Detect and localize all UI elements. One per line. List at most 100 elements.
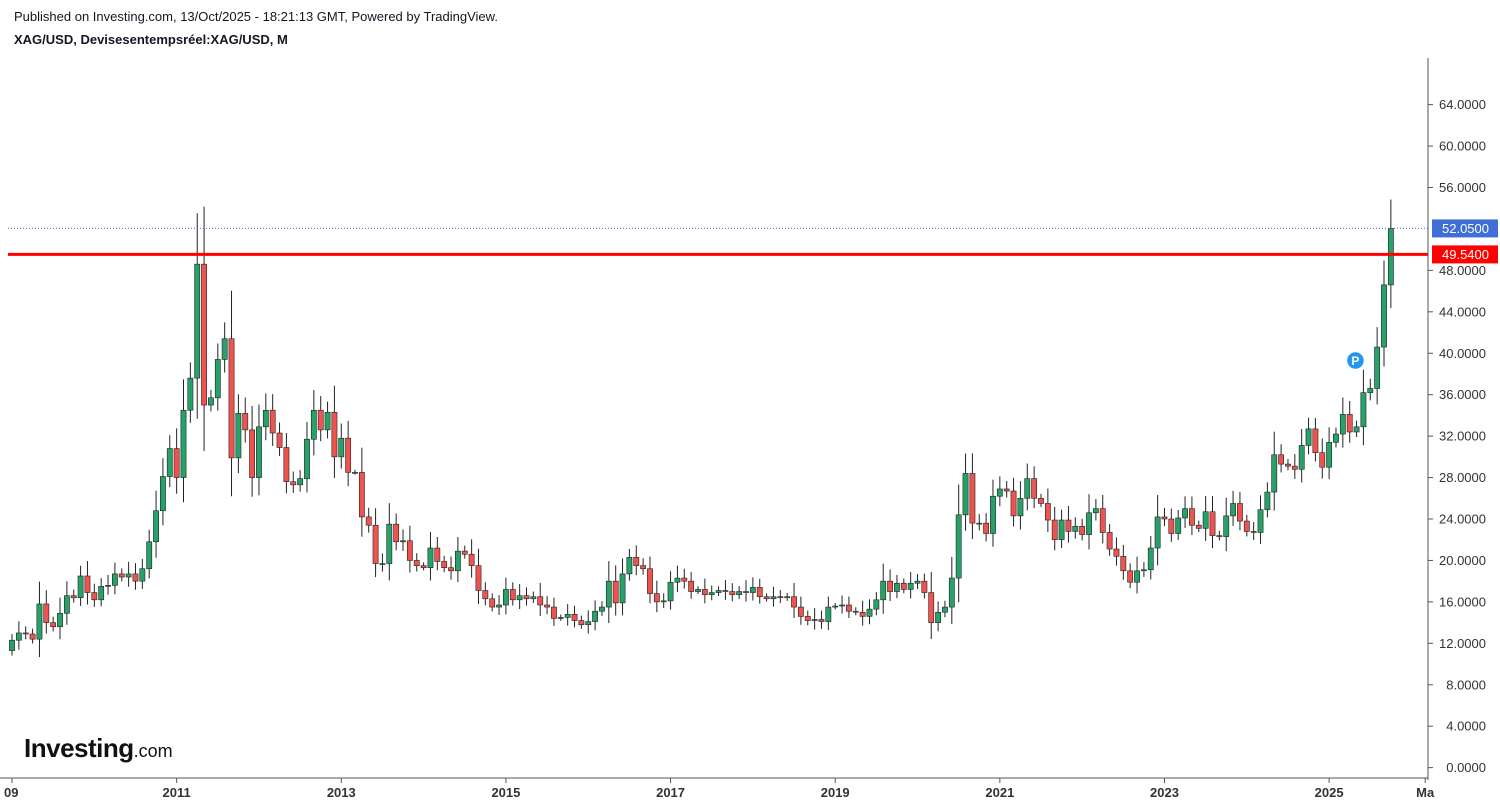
candle-body-down: [468, 553, 475, 566]
candle-body-down: [283, 447, 290, 483]
candle-body-up: [166, 448, 173, 477]
candle-body-down: [249, 429, 255, 478]
candle-body-up: [1353, 426, 1360, 433]
candle-body-up: [592, 610, 598, 622]
candle: [1079, 518, 1086, 541]
y-tick-label: 44.0000: [1439, 304, 1486, 319]
candle-body-down: [887, 580, 893, 592]
candle-body-up: [530, 596, 537, 600]
candle: [935, 601, 941, 632]
candle-body-down: [50, 622, 57, 628]
candle-body-down: [43, 603, 50, 623]
candle-body-down: [1051, 519, 1058, 541]
current-price-badge-bg: [1432, 219, 1498, 238]
y-tick-label: 48.0000: [1439, 263, 1486, 278]
candle: [585, 610, 592, 634]
candle-body-up: [599, 606, 605, 612]
logo-text: Investing: [24, 733, 134, 763]
candle-body-down: [647, 568, 653, 594]
resistance-badge-bg: [1432, 245, 1498, 264]
candle-body-up: [1147, 547, 1154, 571]
candle: [489, 593, 496, 612]
candle-body-down: [900, 582, 907, 590]
candle: [804, 610, 811, 626]
candle-body-up: [105, 585, 111, 587]
candle: [1374, 327, 1381, 405]
candle: [310, 390, 317, 456]
candle-body-down: [1291, 465, 1298, 470]
candle: [852, 607, 859, 616]
candle-body-down: [22, 632, 29, 635]
candle: [653, 580, 660, 613]
candle-body-up: [160, 476, 166, 512]
candle: [530, 591, 537, 603]
candle-body-down: [571, 614, 578, 621]
candle-body-up: [454, 550, 461, 572]
candle-body-up: [914, 580, 921, 584]
pattern-marker-label: P: [1351, 354, 1359, 368]
candle: [503, 577, 509, 615]
candle: [448, 556, 454, 580]
candle-body-up: [386, 523, 393, 564]
candle: [729, 583, 736, 602]
candle: [180, 379, 187, 503]
candle-body-up: [770, 596, 777, 600]
candle-body-down: [91, 592, 98, 601]
candle-body-up: [1257, 509, 1264, 533]
candle-body-up: [564, 614, 571, 618]
candle: [976, 514, 983, 531]
candle: [578, 615, 585, 629]
candle: [571, 605, 578, 628]
candle-body-up: [667, 581, 674, 602]
candle: [825, 596, 832, 630]
pattern-marker-circle: [1345, 350, 1366, 371]
candle-body-up: [1092, 508, 1099, 514]
y-tick-label: 64.0000: [1439, 97, 1486, 112]
candle: [770, 586, 777, 607]
candle: [1243, 514, 1250, 537]
candle: [1092, 499, 1099, 521]
pattern-marker[interactable]: P: [1345, 350, 1366, 371]
candle: [1120, 544, 1127, 580]
candle-body-up: [1086, 512, 1092, 535]
candle: [736, 585, 743, 600]
candle: [317, 396, 324, 442]
candle: [1161, 508, 1168, 527]
candle: [894, 574, 900, 599]
candle: [880, 563, 887, 614]
candle-body-down: [763, 596, 770, 600]
candle-body-up: [304, 438, 310, 479]
candle: [832, 603, 839, 610]
candle: [1339, 397, 1346, 448]
x-tick-label: 2013: [327, 785, 356, 800]
candle-body-down: [1127, 570, 1134, 583]
candle-body-up: [63, 595, 70, 614]
symbol-title: XAG/USD, Devisesentempsréel:XAG/USD, M: [14, 32, 288, 47]
candle-body-up: [379, 563, 386, 565]
candle: [996, 476, 1003, 507]
candle-body-up: [125, 573, 132, 578]
candle: [859, 600, 866, 626]
candle-body-down: [1346, 414, 1353, 433]
candle-body-down: [544, 604, 550, 608]
candle: [1024, 463, 1031, 511]
candle: [544, 596, 550, 615]
y-tick-label: 32.0000: [1439, 429, 1486, 444]
candle-body-down: [612, 580, 619, 604]
y-tick-label: 0.0000: [1446, 760, 1486, 775]
candle-body-up: [1381, 284, 1387, 348]
x-tick-label: 2011: [163, 785, 191, 800]
candle: [1367, 378, 1374, 401]
candle-body-up: [990, 495, 996, 534]
y-tick-label: 56.0000: [1439, 180, 1486, 195]
candle-body-up: [1305, 428, 1312, 446]
candle: [201, 206, 207, 452]
candle-body-up: [1367, 388, 1374, 393]
candle: [633, 545, 640, 576]
candle: [749, 577, 756, 601]
candle: [1044, 488, 1051, 532]
candle-body-up: [1154, 516, 1161, 549]
candle: [1127, 563, 1134, 589]
candle-body-down: [1243, 520, 1250, 532]
